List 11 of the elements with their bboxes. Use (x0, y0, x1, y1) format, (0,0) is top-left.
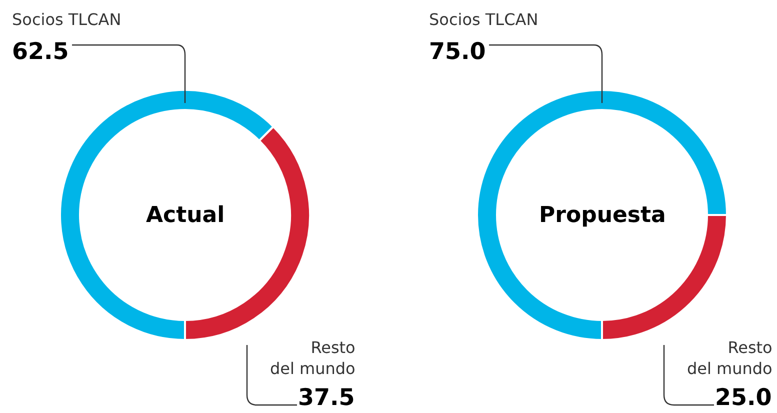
data-label: 75.0 (429, 39, 486, 65)
donut-slice (476, 89, 728, 341)
text: Actual (146, 203, 225, 228)
data-label: 37.5 (298, 385, 355, 411)
slice-label: Socios TLCAN (12, 10, 122, 29)
data-label: 62.5 (12, 39, 69, 65)
slice-label: Resto del mundo (687, 338, 772, 378)
slice-label: Socios TLCAN (429, 10, 538, 29)
slice-label: Resto del mundo (270, 338, 356, 378)
data-label: 25.0 (715, 385, 772, 411)
text: Propuesta (539, 203, 666, 228)
